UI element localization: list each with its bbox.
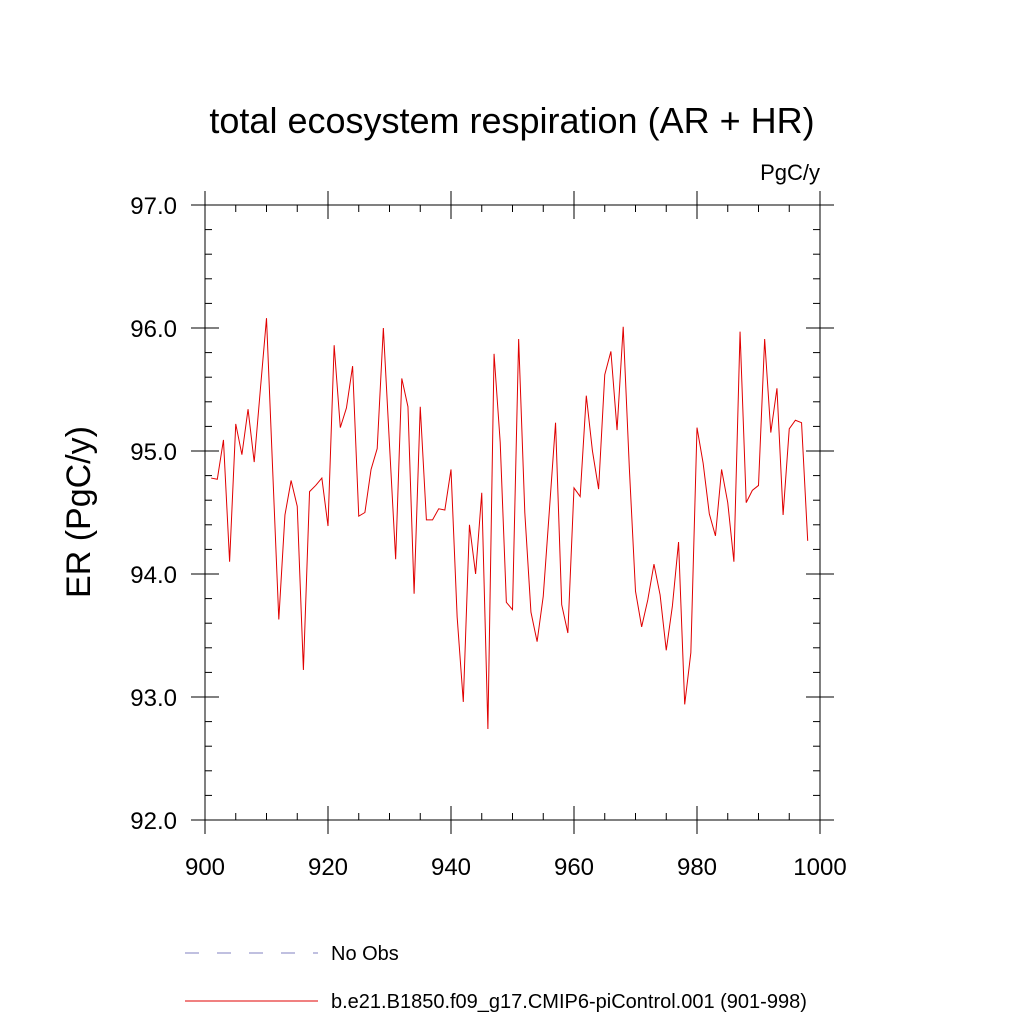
legend: No Obs b.e21.B1850.f09_g17.CMIP6-piContr…	[185, 943, 807, 1013]
series-layer	[211, 318, 809, 729]
x-axis: 900 920 940 960 980 1000	[185, 191, 847, 881]
y-tick-label: 94.0	[130, 562, 177, 589]
y-tick-label: 92.0	[130, 808, 177, 835]
series-line-1	[211, 318, 809, 729]
legend-label-picontrol: b.e21.B1850.f09_g17.CMIP6-piControl.001 …	[331, 991, 807, 1013]
x-tick-label: 980	[677, 854, 717, 881]
y-tick-label: 93.0	[130, 685, 177, 712]
x-tick-label: 920	[308, 854, 348, 881]
x-tick-label: 960	[554, 854, 594, 881]
y-tick-label: 96.0	[130, 316, 177, 343]
x-tick-label: 1000	[793, 854, 846, 881]
y-axis: 92.0 93.0 94.0 95.0 96.0 97.0	[130, 193, 834, 835]
y-axis-label: ER (PgC/y)	[60, 426, 98, 598]
legend-label-no-obs: No Obs	[331, 943, 399, 965]
y-tick-label: 95.0	[130, 439, 177, 466]
x-tick-label: 940	[431, 854, 471, 881]
chart-title: total ecosystem respiration (AR + HR)	[209, 100, 814, 141]
y-tick-label: 97.0	[130, 193, 177, 220]
units-label: PgC/y	[760, 160, 820, 185]
x-tick-label: 900	[185, 854, 225, 881]
